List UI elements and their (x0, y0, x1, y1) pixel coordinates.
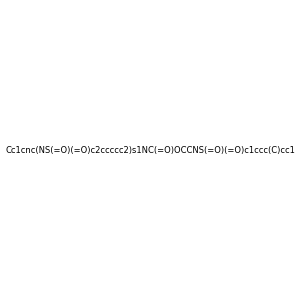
Text: Cc1cnc(NS(=O)(=O)c2ccccc2)s1NC(=O)OCCNS(=O)(=O)c1ccc(C)cc1: Cc1cnc(NS(=O)(=O)c2ccccc2)s1NC(=O)OCCNS(… (5, 146, 295, 154)
